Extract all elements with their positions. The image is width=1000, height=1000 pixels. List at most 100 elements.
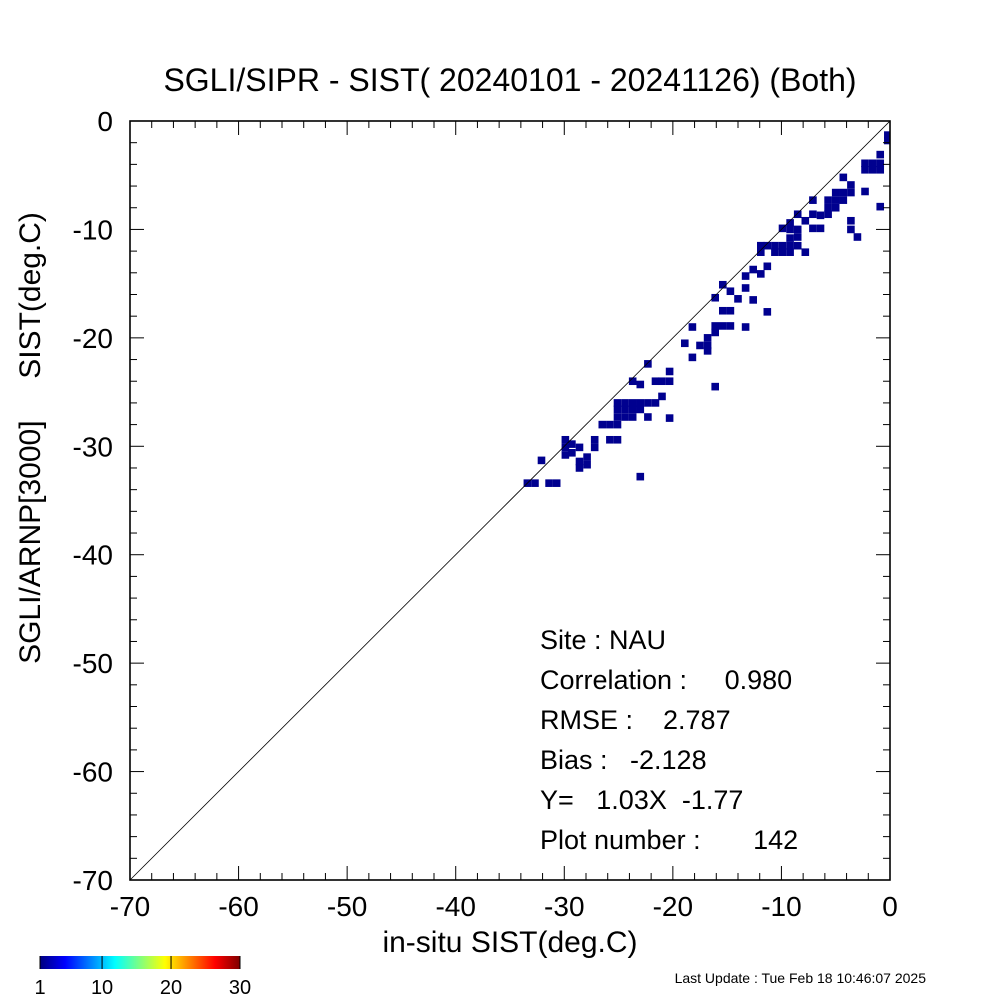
data-cell <box>861 166 869 174</box>
data-cell <box>688 323 697 331</box>
stat-fit: Y= 1.03X -1.77 <box>540 785 743 815</box>
axis-ticks <box>129 120 891 881</box>
data-cell <box>809 196 817 204</box>
data-cell <box>816 211 825 220</box>
data-cell <box>816 224 825 233</box>
data-cell <box>703 347 712 355</box>
data-cell <box>868 159 877 168</box>
colorbar-label: 20 <box>160 977 182 999</box>
data-cell <box>606 420 614 429</box>
data-cell <box>793 210 802 219</box>
stat-correlation: Correlation : 0.980 <box>540 665 792 695</box>
x-tick-label: -30 <box>544 891 584 922</box>
y-tick-labels: -70 -60 -50 -40 -30 -20 -10 0 <box>73 106 113 896</box>
data-cell <box>644 399 652 407</box>
data-cell <box>847 225 855 234</box>
data-cell <box>590 435 599 444</box>
data-cell <box>786 225 794 234</box>
data-cell <box>793 233 802 241</box>
data-cell <box>884 131 890 139</box>
stat-bias: Bias : -2.128 <box>540 745 707 775</box>
x-tick-labels: -70 -60 -50 -40 -30 -20 -10 0 <box>110 891 898 922</box>
data-cell <box>786 234 794 242</box>
data-cell <box>696 341 704 350</box>
data-cell <box>763 308 772 316</box>
data-cell <box>824 203 832 212</box>
x-axis-label: in-situ SIST(deg.C) <box>382 926 637 959</box>
data-cell <box>658 377 666 386</box>
data-cell <box>621 413 629 421</box>
data-cell <box>628 399 637 407</box>
data-cell <box>621 405 629 414</box>
data-cell <box>711 328 719 337</box>
last-update-text: Last Update : Tue Feb 18 10:46:07 2025 <box>675 970 927 986</box>
data-cell <box>651 399 660 407</box>
data-cell <box>763 262 772 271</box>
data-cell <box>628 413 637 421</box>
data-cell <box>868 166 877 174</box>
x-tick-label: -50 <box>327 891 367 922</box>
x-tick-label: -10 <box>761 891 801 922</box>
data-cell <box>831 196 840 204</box>
data-cell <box>575 457 584 466</box>
data-cell <box>801 248 810 256</box>
data-cell <box>763 241 772 250</box>
data-cell <box>703 341 712 350</box>
data-cell <box>575 443 584 452</box>
stat-plot-number: Plot number : 142 <box>540 825 798 855</box>
data-cell <box>847 188 855 197</box>
y-tick-label: -40 <box>73 540 113 571</box>
data-cell <box>771 241 779 250</box>
data-cell <box>665 414 674 422</box>
data-cell <box>726 287 735 296</box>
colorbar-ticks <box>39 956 241 969</box>
data-cell <box>681 339 689 348</box>
data-cell <box>621 399 629 407</box>
data-cell <box>636 399 645 407</box>
data-cell <box>876 166 885 174</box>
data-cell <box>839 173 848 182</box>
data-cell <box>545 479 553 487</box>
data-cell <box>778 241 787 250</box>
data-cell <box>719 280 727 289</box>
data-cell <box>793 241 802 250</box>
data-cell <box>741 284 750 292</box>
data-cell <box>628 405 637 414</box>
x-tick-label: -60 <box>218 891 258 922</box>
data-cell <box>757 248 765 256</box>
data-cell <box>575 464 584 472</box>
data-cell <box>741 272 750 280</box>
data-cell <box>876 150 885 159</box>
x-tick-label: -40 <box>435 891 475 922</box>
stat-site: Site : NAU <box>540 625 666 655</box>
y-tick-label: -70 <box>73 865 113 896</box>
data-cell <box>561 435 570 444</box>
data-cell <box>824 210 832 219</box>
data-cell <box>613 413 622 421</box>
data-cell <box>628 377 637 386</box>
data-cell <box>598 420 607 429</box>
colorbar-label: 30 <box>229 977 251 999</box>
data-cell <box>884 136 890 145</box>
data-cell <box>568 440 576 448</box>
colorbar-label: 1 <box>34 977 45 999</box>
data-cells <box>523 131 890 487</box>
data-cell <box>757 241 765 250</box>
colorbar-label: 10 <box>91 977 113 999</box>
x-tick-label: 0 <box>882 891 898 922</box>
x-tick-label: -70 <box>110 891 150 922</box>
data-cell <box>636 380 645 389</box>
data-cell <box>613 405 622 414</box>
y-tick-label: -10 <box>73 214 113 245</box>
data-cell <box>688 353 697 362</box>
data-cell <box>561 451 570 459</box>
data-cell <box>786 219 794 227</box>
data-cell <box>583 453 591 461</box>
data-cell <box>636 472 645 481</box>
one-to-one-line <box>129 120 891 881</box>
data-cell <box>831 188 840 197</box>
y-tick-label: -20 <box>73 323 113 354</box>
data-cell <box>711 322 719 330</box>
data-cell <box>583 460 591 469</box>
